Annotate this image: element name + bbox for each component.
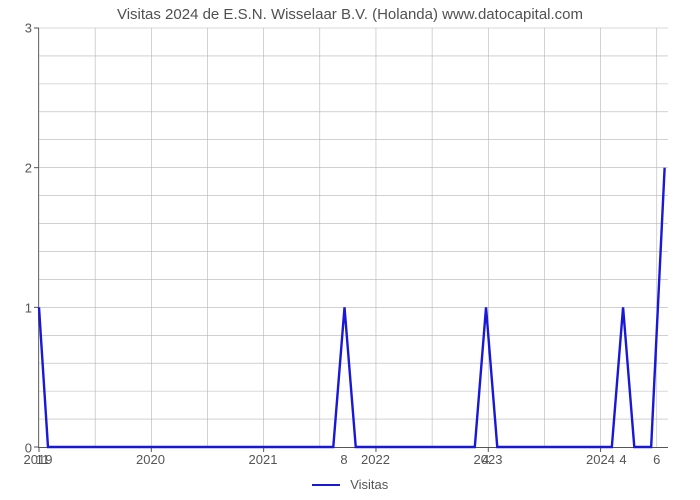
peak-annotation: 4: [619, 452, 626, 467]
x-tick-label: 2024: [586, 452, 615, 467]
peak-annotation: 6: [653, 452, 660, 467]
y-tick-label: 1: [6, 301, 32, 316]
peak-annotation: 11: [36, 452, 50, 467]
chart-svg: [39, 28, 668, 447]
legend: Visitas: [0, 476, 700, 494]
x-tick-label: 2020: [136, 452, 165, 467]
y-tick-label: 3: [6, 21, 32, 36]
chart-title: Visitas 2024 de E.S.N. Wisselaar B.V. (H…: [0, 6, 700, 23]
y-tick-label: 2: [6, 161, 32, 176]
x-tick-label: 2022: [361, 452, 390, 467]
peak-annotation: 4: [482, 452, 489, 467]
chart-container: Visitas 2024 de E.S.N. Wisselaar B.V. (H…: [0, 0, 700, 500]
plot-area: [38, 28, 668, 448]
legend-label: Visitas: [350, 477, 388, 492]
x-tick-label: 2021: [249, 452, 278, 467]
legend-swatch: [312, 484, 340, 486]
peak-annotation: 8: [340, 452, 347, 467]
